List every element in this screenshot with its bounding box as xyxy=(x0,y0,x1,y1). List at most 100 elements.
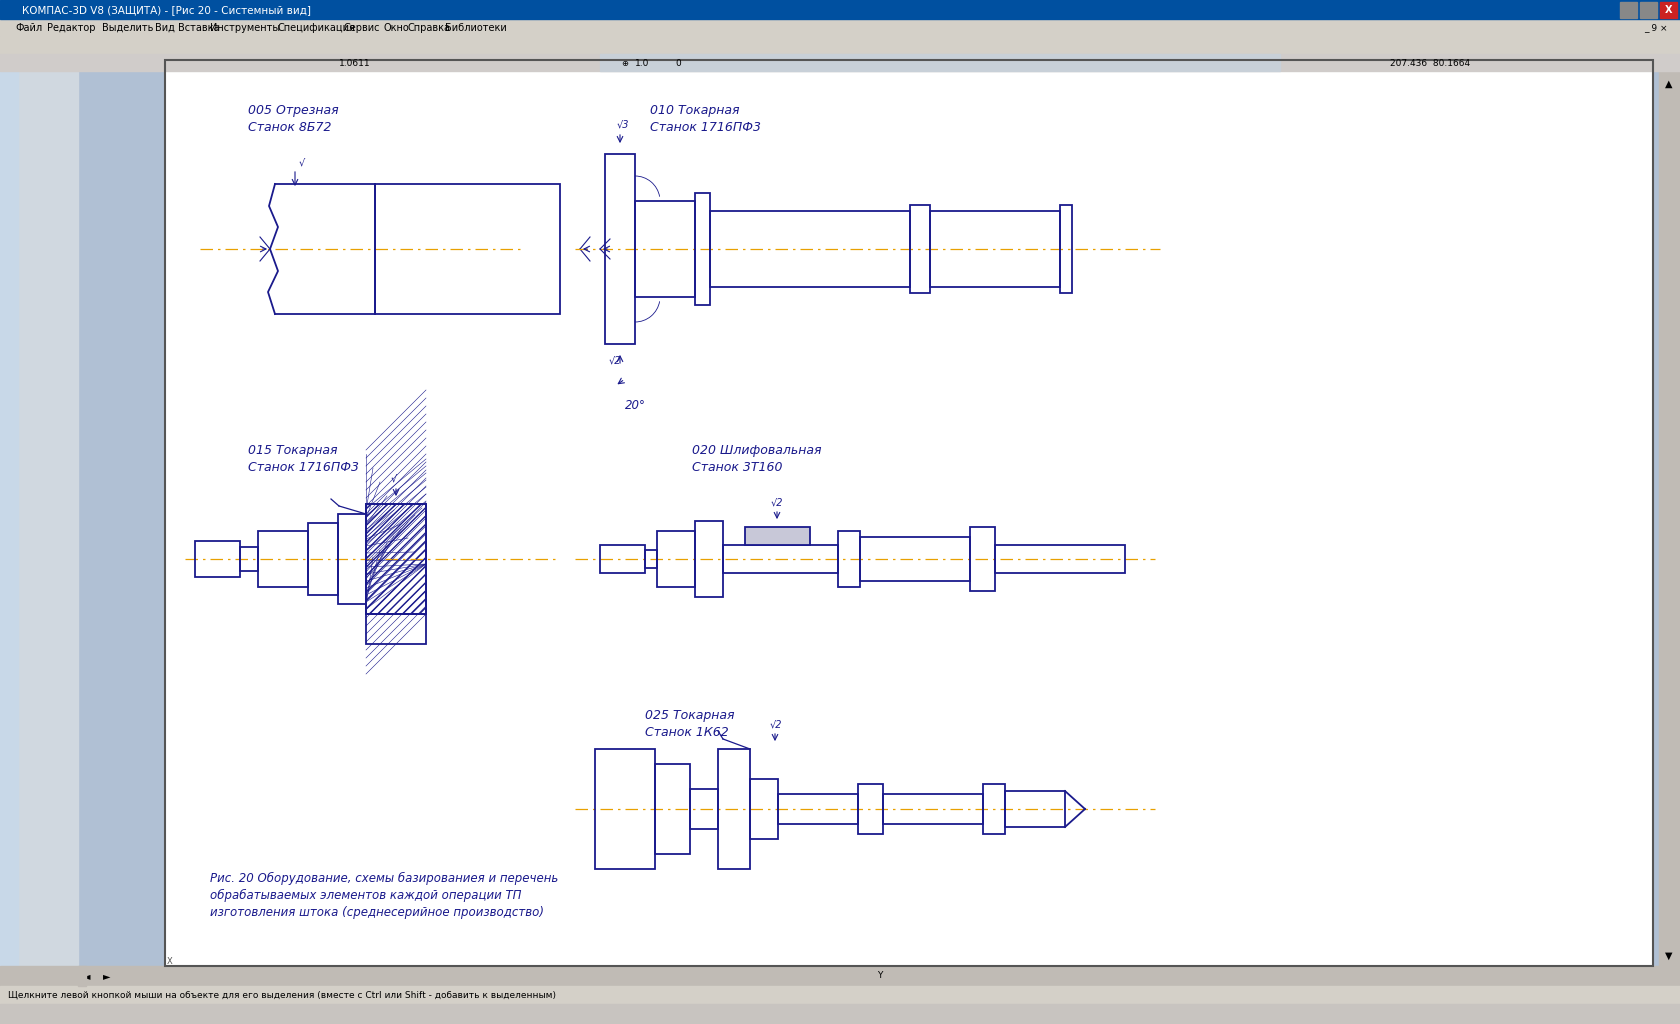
Bar xyxy=(165,60,1653,966)
Text: 020 Шлифовальная: 020 Шлифовальная xyxy=(692,444,822,457)
Bar xyxy=(858,784,884,834)
Bar xyxy=(595,749,655,869)
Text: ▼: ▼ xyxy=(1665,951,1673,961)
Text: Вид: Вид xyxy=(155,23,175,33)
Text: √2: √2 xyxy=(771,497,783,507)
Text: 025 Токарная: 025 Токарная xyxy=(645,709,734,722)
Text: Вставка: Вставка xyxy=(178,23,220,33)
Bar xyxy=(645,550,657,568)
Text: 0: 0 xyxy=(675,58,680,68)
Bar xyxy=(0,19,1680,36)
Text: 1.0611: 1.0611 xyxy=(339,58,371,68)
Bar xyxy=(0,986,1680,1004)
Text: _ 9 ×: _ 9 × xyxy=(1645,24,1668,33)
Bar xyxy=(0,54,1680,71)
Text: ⊕: ⊕ xyxy=(622,58,628,68)
Text: Справка: Справка xyxy=(408,23,450,33)
Text: X: X xyxy=(1665,5,1673,15)
Text: 1.0: 1.0 xyxy=(635,58,650,68)
Text: Выделить: Выделить xyxy=(102,23,153,33)
Text: изготовления штока (среднесерийное производство): изготовления штока (среднесерийное произ… xyxy=(210,906,544,919)
Text: Станок 1716ПФ3: Станок 1716ПФ3 xyxy=(249,461,360,474)
Text: Редактор: Редактор xyxy=(47,23,96,33)
Bar xyxy=(711,211,911,287)
Text: ►: ► xyxy=(102,971,111,981)
Bar xyxy=(931,211,1060,287)
Text: 005 Отрезная: 005 Отрезная xyxy=(249,104,339,117)
Bar xyxy=(911,205,931,293)
Bar xyxy=(0,966,1680,986)
Bar xyxy=(600,54,1280,71)
Bar xyxy=(605,154,635,344)
Text: КОМПАС-3D V8 (ЗАЩИТА) - [Рис 20 - Системный вид]: КОМПАС-3D V8 (ЗАЩИТА) - [Рис 20 - Систем… xyxy=(22,5,311,15)
Text: X: X xyxy=(166,956,173,966)
Text: Станок 1К62: Станок 1К62 xyxy=(645,726,729,739)
Bar xyxy=(1640,2,1656,18)
Text: ◄: ◄ xyxy=(84,971,91,981)
Bar xyxy=(77,71,1660,986)
Bar xyxy=(1005,791,1065,827)
Bar xyxy=(307,523,338,595)
Bar xyxy=(778,794,858,824)
Text: Станок 3Т160: Станок 3Т160 xyxy=(692,461,783,474)
Bar xyxy=(375,184,559,314)
Bar xyxy=(77,966,86,986)
Text: 015 Токарная: 015 Токарная xyxy=(249,444,338,457)
Text: Файл: Файл xyxy=(15,23,42,33)
Bar xyxy=(657,531,696,587)
Text: Окно: Окно xyxy=(383,23,408,33)
Text: Инструменты: Инструменты xyxy=(210,23,281,33)
Bar xyxy=(722,545,838,573)
Bar xyxy=(1060,205,1072,293)
Bar xyxy=(1620,2,1636,18)
Bar xyxy=(969,527,995,591)
Bar xyxy=(635,201,696,297)
Bar xyxy=(0,0,1680,19)
Text: Спецификация: Спецификация xyxy=(277,23,354,33)
Text: Станок 1716ПФ3: Станок 1716ПФ3 xyxy=(650,121,761,134)
Bar xyxy=(600,545,645,573)
Bar xyxy=(690,790,717,829)
Bar xyxy=(717,749,749,869)
Bar xyxy=(838,531,860,587)
Bar xyxy=(983,784,1005,834)
Bar xyxy=(696,193,711,305)
Text: 20°: 20° xyxy=(625,399,645,412)
Text: √2: √2 xyxy=(769,719,783,729)
Bar xyxy=(240,547,259,571)
Bar xyxy=(860,537,969,581)
Bar xyxy=(1660,2,1677,18)
Bar xyxy=(884,794,983,824)
Text: √: √ xyxy=(391,474,396,484)
Bar xyxy=(165,60,1653,966)
Bar xyxy=(366,504,427,614)
Text: 010 Токарная: 010 Токарная xyxy=(650,104,739,117)
Bar xyxy=(366,504,427,614)
Bar xyxy=(0,1004,1680,1024)
Bar xyxy=(366,504,427,614)
Bar xyxy=(696,521,722,597)
Text: Станок 8Б72: Станок 8Б72 xyxy=(249,121,331,134)
Text: Библиотеки: Библиотеки xyxy=(445,23,507,33)
Text: Рис. 20 Оборудование, схемы базированиея и перечень: Рис. 20 Оборудование, схемы базированиея… xyxy=(210,872,558,885)
Bar xyxy=(995,545,1126,573)
Text: 207.436  80.1664: 207.436 80.1664 xyxy=(1389,58,1470,68)
Bar xyxy=(655,764,690,854)
Text: обрабатываемых элементов каждой операции ТП: обрабатываемых элементов каждой операции… xyxy=(210,889,521,902)
Text: ▲: ▲ xyxy=(1665,79,1673,89)
Bar xyxy=(744,527,810,545)
Bar xyxy=(749,779,778,839)
Text: √2: √2 xyxy=(608,356,622,366)
Bar xyxy=(18,71,77,966)
Text: Сервис: Сервис xyxy=(344,23,380,33)
Text: √3: √3 xyxy=(617,120,630,130)
Text: Щелкните левой кнопкой мыши на объекте для его выделения (вместе с Ctrl или Shif: Щелкните левой кнопкой мыши на объекте д… xyxy=(8,990,556,999)
Bar xyxy=(259,531,307,587)
Bar xyxy=(195,541,240,577)
Bar xyxy=(0,36,1680,54)
Bar xyxy=(1660,71,1680,966)
Text: Y: Y xyxy=(877,972,882,981)
Text: √: √ xyxy=(299,157,306,167)
Bar xyxy=(366,614,427,644)
Bar xyxy=(338,514,366,604)
